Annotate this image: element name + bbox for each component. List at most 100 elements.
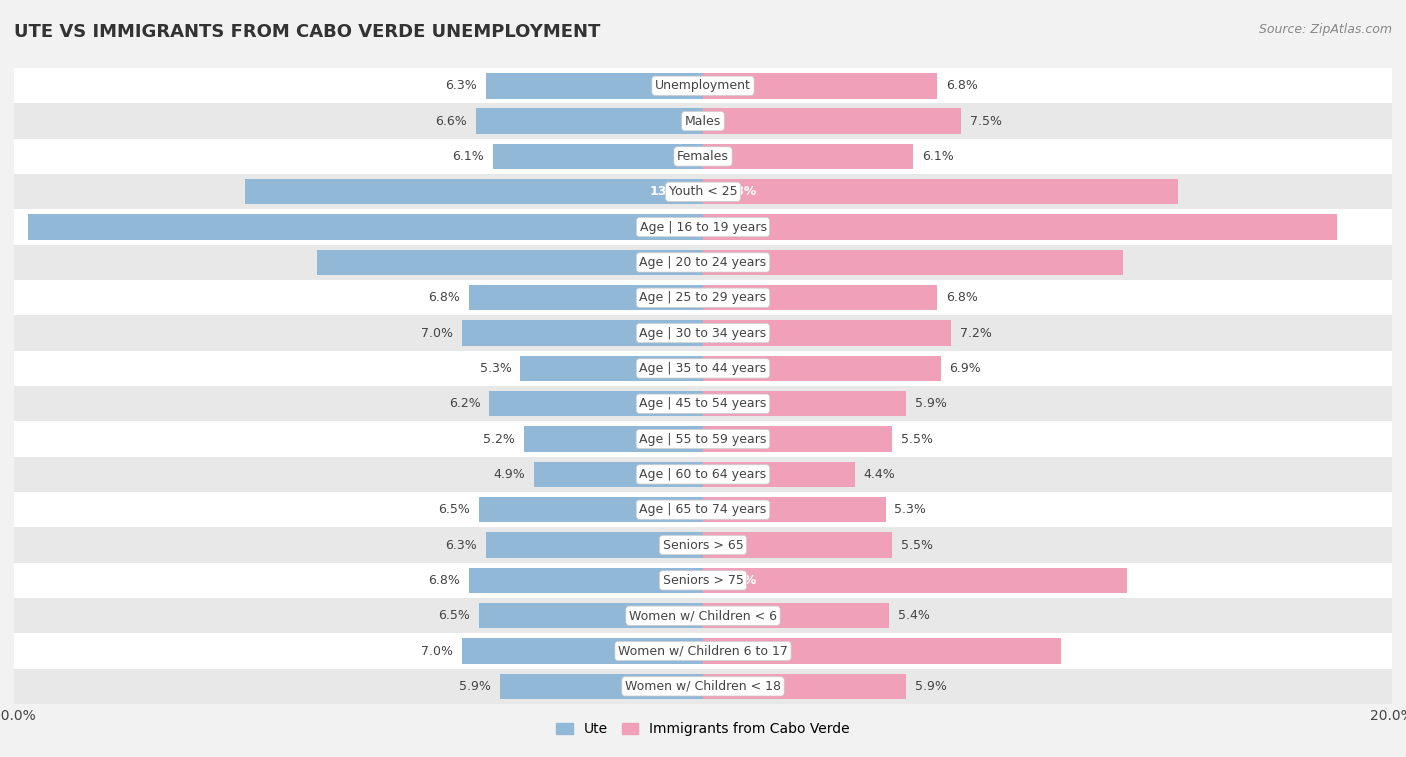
Text: Males: Males <box>685 114 721 128</box>
Text: 6.5%: 6.5% <box>439 503 471 516</box>
Text: 6.8%: 6.8% <box>946 79 977 92</box>
Bar <box>703 108 962 134</box>
Bar <box>14 668 1392 704</box>
Text: 13.3%: 13.3% <box>650 185 693 198</box>
Bar <box>489 391 703 416</box>
Text: 19.6%: 19.6% <box>650 220 693 234</box>
Bar <box>461 638 703 664</box>
Bar <box>28 214 703 240</box>
Bar <box>468 285 703 310</box>
Bar <box>14 562 1392 598</box>
Text: 6.8%: 6.8% <box>946 291 977 304</box>
Bar <box>499 674 703 699</box>
Text: 5.9%: 5.9% <box>460 680 491 693</box>
Text: 5.4%: 5.4% <box>897 609 929 622</box>
Bar <box>479 603 703 628</box>
Text: 12.3%: 12.3% <box>713 574 756 587</box>
Bar <box>494 144 703 169</box>
Bar <box>14 598 1392 634</box>
Bar <box>14 139 1392 174</box>
Text: 6.8%: 6.8% <box>429 291 460 304</box>
Bar <box>703 462 855 487</box>
Text: 7.5%: 7.5% <box>970 114 1002 128</box>
Bar <box>534 462 703 487</box>
Legend: Ute, Immigrants from Cabo Verde: Ute, Immigrants from Cabo Verde <box>550 716 856 742</box>
Bar <box>14 422 1392 456</box>
Bar <box>703 356 941 381</box>
Text: 6.3%: 6.3% <box>446 538 478 552</box>
Text: Women w/ Children < 6: Women w/ Children < 6 <box>628 609 778 622</box>
Text: Age | 55 to 59 years: Age | 55 to 59 years <box>640 432 766 446</box>
Bar <box>14 316 1392 350</box>
Text: Unemployment: Unemployment <box>655 79 751 92</box>
Bar <box>703 144 912 169</box>
Text: 7.0%: 7.0% <box>422 326 453 340</box>
Text: 5.2%: 5.2% <box>484 432 515 446</box>
Text: UTE VS IMMIGRANTS FROM CABO VERDE UNEMPLOYMENT: UTE VS IMMIGRANTS FROM CABO VERDE UNEMPL… <box>14 23 600 41</box>
Bar <box>14 492 1392 528</box>
Text: 6.3%: 6.3% <box>446 79 478 92</box>
Text: Women w/ Children 6 to 17: Women w/ Children 6 to 17 <box>619 644 787 658</box>
Text: 5.3%: 5.3% <box>479 362 512 375</box>
Bar <box>468 568 703 593</box>
Text: 13.8%: 13.8% <box>713 185 756 198</box>
Bar <box>486 73 703 98</box>
Bar <box>703 320 950 346</box>
Text: 6.6%: 6.6% <box>436 114 467 128</box>
Text: Age | 25 to 29 years: Age | 25 to 29 years <box>640 291 766 304</box>
Bar <box>703 426 893 452</box>
Bar <box>703 638 1062 664</box>
Bar <box>14 386 1392 422</box>
Bar <box>14 350 1392 386</box>
Bar <box>703 214 1337 240</box>
Text: 11.2%: 11.2% <box>650 256 693 269</box>
Bar <box>524 426 703 452</box>
Bar <box>703 285 938 310</box>
Bar <box>14 280 1392 316</box>
Text: 10.4%: 10.4% <box>713 644 756 658</box>
Bar <box>520 356 703 381</box>
Bar <box>703 73 938 98</box>
Text: 5.9%: 5.9% <box>915 680 946 693</box>
Text: 18.4%: 18.4% <box>713 220 756 234</box>
Bar <box>14 634 1392 668</box>
Bar <box>14 68 1392 104</box>
Text: 4.4%: 4.4% <box>863 468 896 481</box>
Text: Age | 60 to 64 years: Age | 60 to 64 years <box>640 468 766 481</box>
Bar <box>461 320 703 346</box>
Text: Age | 16 to 19 years: Age | 16 to 19 years <box>640 220 766 234</box>
Text: 6.5%: 6.5% <box>439 609 471 622</box>
Text: Youth < 25: Youth < 25 <box>669 185 737 198</box>
Bar <box>703 532 893 558</box>
Bar <box>14 104 1392 139</box>
Text: 6.1%: 6.1% <box>453 150 484 163</box>
Text: 6.8%: 6.8% <box>429 574 460 587</box>
Bar <box>245 179 703 204</box>
Text: 12.2%: 12.2% <box>713 256 756 269</box>
Bar <box>703 250 1123 275</box>
Text: 7.2%: 7.2% <box>960 326 991 340</box>
Text: Age | 35 to 44 years: Age | 35 to 44 years <box>640 362 766 375</box>
Bar <box>475 108 703 134</box>
Text: 6.1%: 6.1% <box>922 150 953 163</box>
Bar <box>14 174 1392 210</box>
Text: Females: Females <box>678 150 728 163</box>
Bar <box>318 250 703 275</box>
Text: Seniors > 65: Seniors > 65 <box>662 538 744 552</box>
Text: 5.9%: 5.9% <box>915 397 946 410</box>
Bar <box>703 674 907 699</box>
Text: 6.2%: 6.2% <box>449 397 481 410</box>
Text: 6.9%: 6.9% <box>949 362 981 375</box>
Bar <box>703 568 1126 593</box>
Bar <box>703 179 1178 204</box>
Bar <box>479 497 703 522</box>
Text: 7.0%: 7.0% <box>422 644 453 658</box>
Text: Age | 30 to 34 years: Age | 30 to 34 years <box>640 326 766 340</box>
Text: 5.5%: 5.5% <box>901 538 934 552</box>
Bar <box>703 391 907 416</box>
Bar <box>14 245 1392 280</box>
Text: Seniors > 75: Seniors > 75 <box>662 574 744 587</box>
Text: 5.3%: 5.3% <box>894 503 927 516</box>
Bar <box>703 497 886 522</box>
Bar <box>14 456 1392 492</box>
